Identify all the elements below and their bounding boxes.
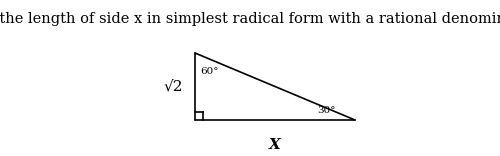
Text: √2: √2 [163, 80, 183, 93]
Text: X: X [269, 138, 281, 152]
Text: Find the length of side x in simplest radical form with a rational denominator.: Find the length of side x in simplest ra… [0, 12, 500, 26]
Text: 60°: 60° [200, 67, 218, 76]
Text: 30°: 30° [317, 106, 336, 115]
